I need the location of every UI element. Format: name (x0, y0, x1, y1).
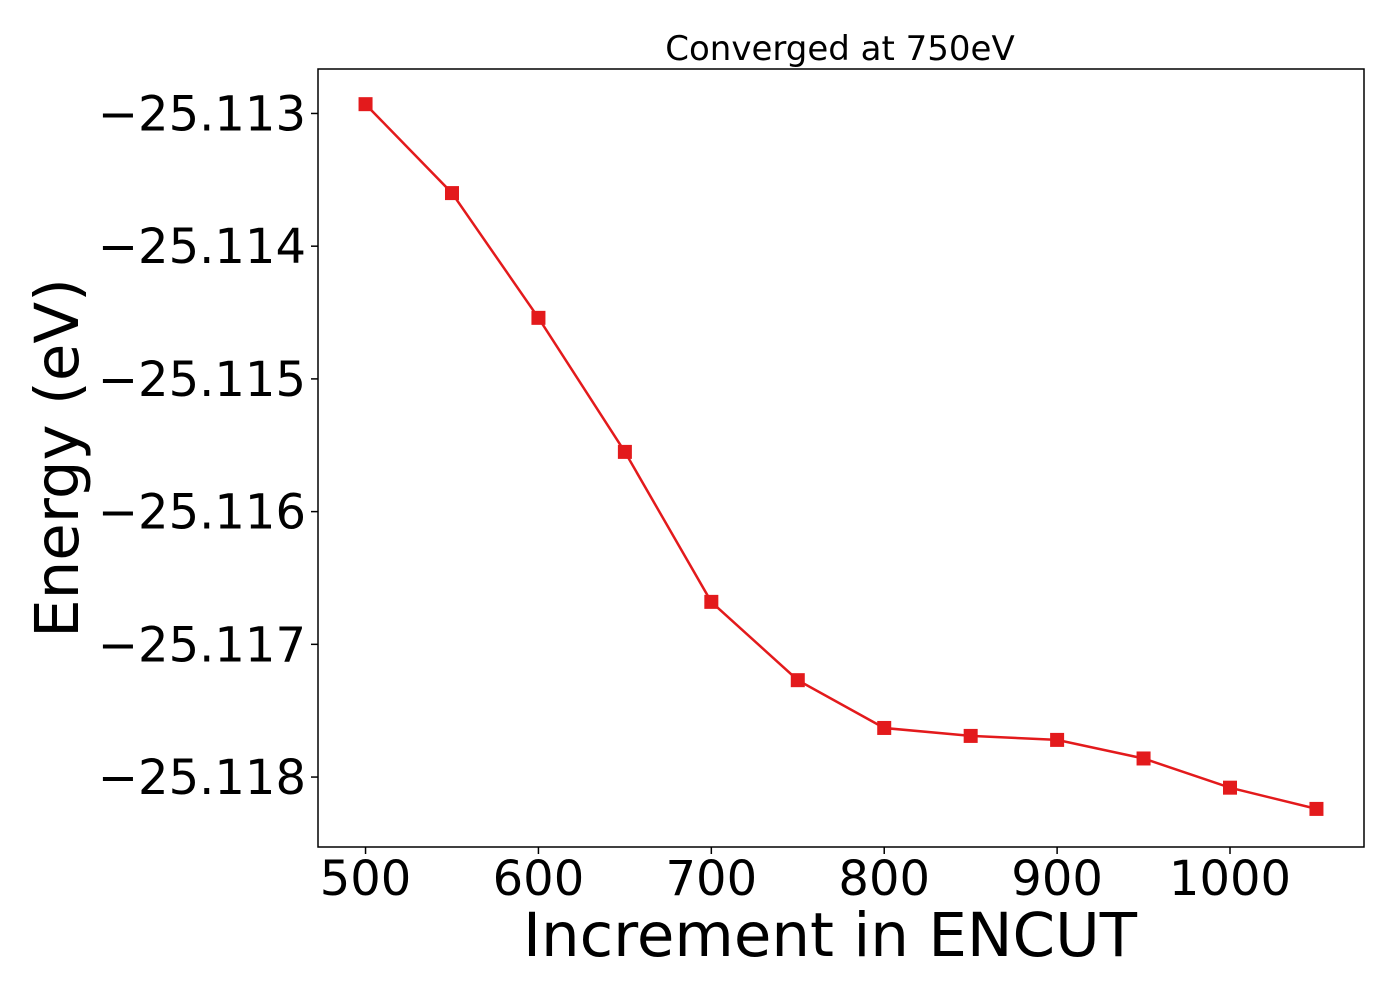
x-tick-label: 700 (666, 851, 758, 907)
y-tick-label: −25.114 (98, 219, 306, 275)
data-point-marker (877, 720, 892, 735)
data-point-marker (358, 97, 373, 112)
x-tick-label: 500 (320, 851, 412, 907)
data-point-marker (1223, 780, 1238, 795)
x-axis-ticks: 500 600 700 800 900 1000 (320, 847, 1291, 907)
chart-title: Converged at 750eV (665, 29, 1014, 69)
y-tick-label: −25.113 (98, 86, 306, 142)
data-point-marker (704, 594, 719, 609)
data-point-marker (1136, 751, 1151, 766)
x-tick-label: 1000 (1169, 851, 1291, 907)
data-point-marker (963, 728, 978, 743)
y-tick-label: −25.117 (98, 617, 306, 673)
y-tick-label: −25.116 (98, 485, 306, 541)
data-point-marker (790, 673, 805, 688)
data-point-marker (531, 310, 546, 325)
data-point-marker (1050, 732, 1065, 747)
series-layer (358, 97, 1324, 816)
y-axis-label: Energy (eV) (22, 278, 93, 638)
y-axis-ticks: −25.113 −25.114 −25.115 −25.116 −25.117 −25.1… (98, 86, 318, 806)
plot-area-frame (317, 68, 1365, 848)
y-tick-label: −25.115 (98, 352, 306, 408)
data-point-marker (1309, 801, 1324, 816)
series-line (364, 103, 1317, 811)
x-tick-label: 800 (838, 851, 930, 907)
data-point-marker (617, 444, 632, 459)
y-tick-label: −25.118 (98, 750, 306, 806)
x-tick-label: 900 (1011, 851, 1103, 907)
x-tick-label: 600 (493, 851, 585, 907)
x-axis-label: Increment in ENCUT (523, 900, 1138, 971)
data-point-marker (444, 186, 459, 201)
